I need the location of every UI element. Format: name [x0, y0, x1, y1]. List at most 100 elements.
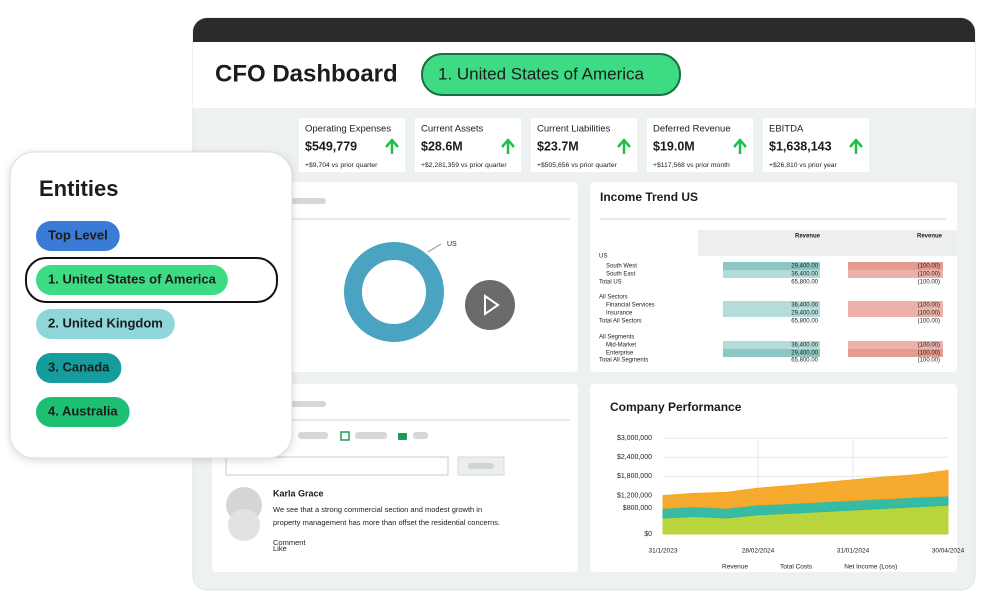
cell-shade [848, 349, 943, 357]
entity-item[interactable] [36, 353, 122, 383]
entity-item-label[interactable]: 3. Canada [48, 359, 110, 374]
kpi-label: Operating Expenses [305, 124, 391, 135]
placeholder [413, 432, 428, 439]
kpi-value: $28.6M [421, 139, 463, 153]
cell: 65,800.00 [791, 358, 818, 364]
kpi-delta: +$117,568 vs prior month [653, 162, 730, 169]
kpi-arrow [385, 138, 399, 154]
kpi-arrow [501, 138, 515, 154]
cell: 65,800.00 [791, 280, 818, 286]
entity-item-label[interactable]: 1. United States of America [48, 271, 217, 286]
entity-item-label[interactable]: 2. United Kingdom [48, 315, 163, 330]
table-header [698, 230, 957, 256]
entity-item[interactable] [36, 309, 175, 339]
y-tick-label: $3,000,000 [617, 435, 652, 442]
area [662, 469, 949, 509]
cell-shade [723, 301, 820, 309]
title-bar [193, 18, 975, 42]
row-label: South West [606, 264, 637, 270]
cell-shade [723, 341, 820, 349]
y-tick-label: $1,800,000 [617, 473, 652, 480]
x-tick-label: 31/01/2024 [837, 548, 870, 555]
cell-shade [848, 262, 943, 270]
row-label: Insurance [606, 311, 633, 317]
y-tick-label: $1,200,000 [617, 492, 652, 499]
legend-label: Revenue [722, 564, 748, 571]
cell-shade [723, 262, 820, 270]
comment-action[interactable]: Comment [273, 538, 306, 547]
y-tick-label: $800,000 [623, 505, 652, 512]
row-label: All Sectors [599, 295, 628, 301]
cell-shade [848, 270, 943, 278]
x-tick-label: 30/04/2024 [932, 548, 965, 555]
entity-item[interactable] [36, 397, 130, 427]
cell: (100.00) [918, 311, 940, 317]
avatar [228, 509, 260, 541]
cell-shade [723, 349, 820, 357]
row-label: Total US [599, 280, 622, 286]
cell: (100.00) [918, 358, 940, 364]
donut-label: US [447, 241, 457, 248]
y-tick-label: $2,400,000 [617, 454, 652, 461]
cell: (100.00) [918, 351, 940, 357]
placeholder [290, 198, 326, 204]
cell: 29,400.00 [791, 351, 818, 357]
play-icon[interactable] [484, 294, 500, 316]
row-label: Mid-Market [606, 343, 636, 349]
cell-shade [848, 341, 943, 349]
kpi-value: $549,779 [305, 139, 357, 153]
row-label: South East [606, 272, 636, 278]
cell: 36,400.00 [791, 303, 818, 309]
entity-item[interactable] [36, 265, 228, 295]
leader-line [427, 243, 442, 253]
entity-item-label[interactable]: Top Level [48, 227, 108, 242]
cell: 65,800.00 [791, 319, 818, 325]
play-button[interactable] [465, 280, 515, 330]
panel-title: Income Trend US [600, 190, 698, 204]
cell: 36,400.00 [791, 272, 818, 278]
kpi-delta: +$9,704 vs prior quarter [305, 162, 378, 169]
entity-item[interactable] [36, 221, 120, 251]
kpi-label: Deferred Revenue [653, 124, 731, 135]
row-label: Financial Services [606, 303, 655, 309]
cell: 36,400.00 [791, 343, 818, 349]
entities-title: Entities [39, 176, 118, 201]
cell: (100.00) [918, 264, 940, 270]
row-label: Total All Sectors [599, 319, 642, 325]
row-label: US [599, 254, 607, 260]
comment-action[interactable]: Like [273, 544, 287, 553]
kpi-value: $1,638,143 [769, 139, 832, 153]
placeholder [298, 432, 328, 439]
comment-input[interactable] [225, 456, 449, 476]
kpi-delta: +$505,656 vs prior quarter [537, 162, 618, 169]
kpi-arrow [617, 138, 631, 154]
row-label: Enterprise [606, 351, 634, 357]
cell-shade [848, 301, 943, 309]
cell: (100.00) [918, 303, 940, 309]
placeholder [355, 432, 387, 439]
entity-item-label[interactable]: 4. Australia [48, 403, 118, 418]
entity-pill[interactable] [421, 53, 681, 96]
comment-text: We see that a strong commercial section … [273, 505, 482, 514]
icon [340, 431, 350, 441]
cell-shade [723, 309, 820, 317]
comment-author: Karla Grace [273, 488, 324, 498]
kpi-delta: +$2,281,359 vs prior quarter [421, 162, 507, 169]
kpi-label: EBITDA [769, 124, 804, 135]
panel [212, 384, 578, 572]
kpi-arrow [849, 138, 863, 154]
selection-outline [25, 257, 278, 303]
kpi-label: Current Liabilities [537, 124, 611, 135]
row-label: All Segments [599, 335, 634, 341]
panel-title: Company Performance [610, 400, 742, 414]
placeholder [468, 463, 494, 469]
cell: (100.00) [918, 343, 940, 349]
comment-text: property management has more than offset… [273, 518, 500, 527]
x-tick-label: 28/02/2024 [742, 548, 775, 555]
icon [398, 433, 407, 440]
dashboard-title: CFO Dashboard [215, 60, 398, 87]
column-header: Revenue [795, 234, 821, 240]
entity-pill-label[interactable]: 1. United States of America [438, 64, 645, 83]
kpi-value: $23.7M [537, 139, 579, 153]
cell: (100.00) [918, 272, 940, 278]
